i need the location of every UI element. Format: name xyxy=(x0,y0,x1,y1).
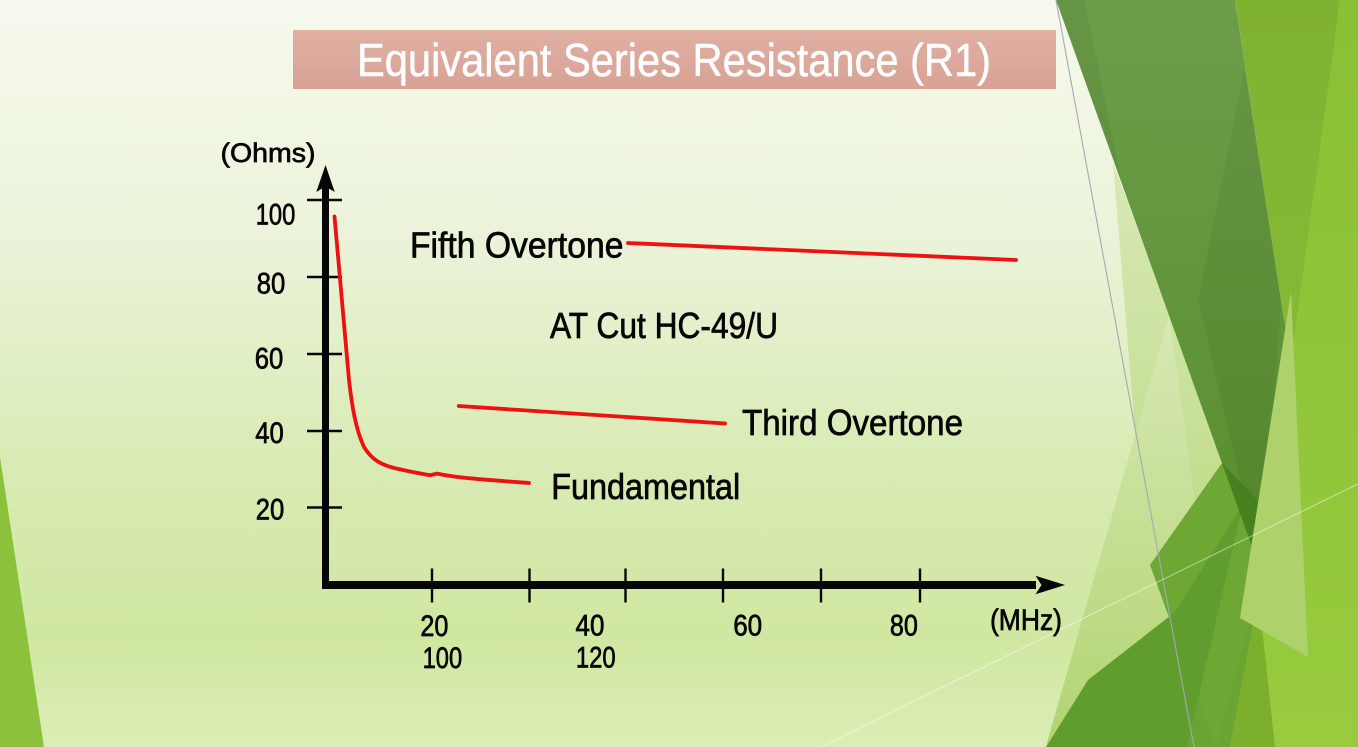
svg-text:100: 100 xyxy=(256,200,296,232)
svg-text:80: 80 xyxy=(890,611,918,643)
svg-text:(Ohms): (Ohms) xyxy=(221,138,316,168)
svg-text:100: 100 xyxy=(423,643,463,675)
svg-text:40: 40 xyxy=(255,418,284,450)
svg-text:20: 20 xyxy=(256,495,285,527)
svg-text:Third Overtone: Third Overtone xyxy=(742,402,963,443)
svg-text:(MHz): (MHz) xyxy=(990,604,1062,637)
svg-text:Fifth Overtone: Fifth Overtone xyxy=(410,225,624,266)
svg-text:Equivalent Series Resistance (: Equivalent Series Resistance (R1) xyxy=(357,34,991,86)
svg-text:20: 20 xyxy=(420,611,448,643)
svg-text:40: 40 xyxy=(576,611,605,643)
svg-text:Fundamental: Fundamental xyxy=(551,466,740,507)
svg-text:60: 60 xyxy=(733,611,762,643)
svg-text:AT Cut HC-49/U: AT Cut HC-49/U xyxy=(550,305,778,346)
svg-text:60: 60 xyxy=(255,344,284,376)
svg-text:120: 120 xyxy=(576,642,616,674)
svg-text:80: 80 xyxy=(257,269,286,301)
